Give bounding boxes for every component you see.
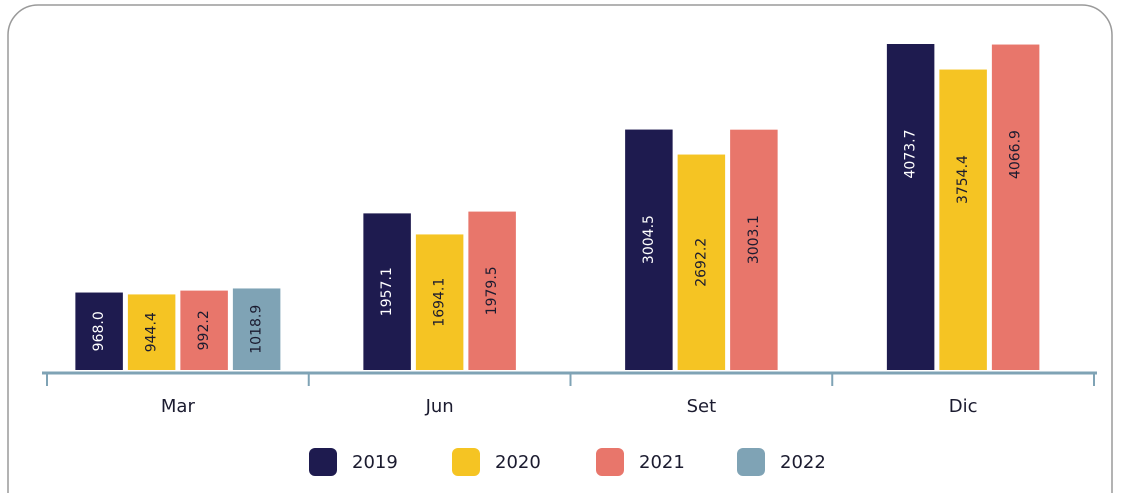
value-label: 1018.9 <box>249 305 265 354</box>
value-label: 4073.7 <box>903 130 919 179</box>
bar <box>677 154 726 370</box>
value-label: 1694.1 <box>432 278 448 327</box>
legend-swatch <box>596 448 624 476</box>
bar <box>75 292 123 370</box>
bar <box>127 294 176 370</box>
bar <box>180 290 228 370</box>
bar <box>468 211 516 370</box>
value-label: 3004.5 <box>641 215 657 264</box>
legend-label: 2022 <box>780 452 826 473</box>
bar <box>991 44 1040 370</box>
legend-label: 2019 <box>352 452 398 473</box>
x-tick-label: Dic <box>949 396 978 417</box>
value-label: 1957.1 <box>379 267 395 316</box>
value-label: 2692.2 <box>693 238 709 287</box>
legend-swatch <box>452 448 480 476</box>
x-tick-label: Set <box>687 396 717 417</box>
x-tick-label: Jun <box>425 396 454 417</box>
x-tick-label: Mar <box>161 396 196 417</box>
legend-swatch <box>737 448 765 476</box>
legend-label: 2020 <box>495 452 541 473</box>
legend-label: 2021 <box>639 452 685 473</box>
value-label: 992.2 <box>196 310 212 350</box>
bar <box>939 69 987 370</box>
value-label: 1979.5 <box>484 266 500 315</box>
bar <box>886 44 935 370</box>
value-label: 968.0 <box>91 311 107 351</box>
frame <box>7 4 1113 493</box>
bar <box>730 129 778 370</box>
bar <box>415 234 464 370</box>
bar <box>232 288 281 370</box>
value-label: 3003.1 <box>746 215 762 264</box>
legend-swatch <box>309 448 337 476</box>
value-label: 3754.4 <box>955 155 971 204</box>
bar <box>363 213 411 370</box>
bar <box>625 129 673 370</box>
value-label: 944.4 <box>144 312 160 352</box>
value-label: 4066.9 <box>1008 130 1024 179</box>
